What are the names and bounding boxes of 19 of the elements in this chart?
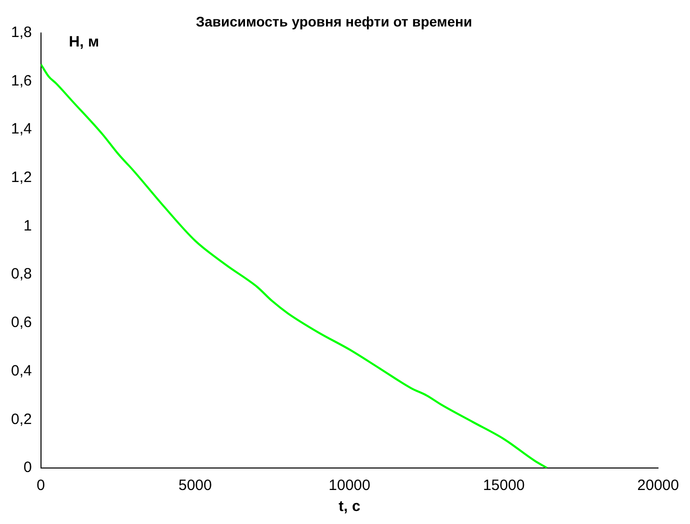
y-tick-label: 1,6 [10, 72, 32, 90]
x-tick-label: 15000 [482, 477, 525, 494]
chart-title: Зависимость уровня нефти от времени [196, 13, 472, 30]
y-tick-label: 0,8 [10, 266, 32, 283]
y-tick-label: 0,6 [10, 314, 32, 332]
x-tick-label: 10000 [328, 477, 370, 494]
y-tick-label: 1,2 [10, 169, 32, 186]
y-tick-label: 0 [24, 459, 32, 476]
x-axis-title: t, с [338, 498, 360, 516]
x-tick-label: 0 [36, 477, 46, 494]
x-tick-label: 5000 [178, 477, 212, 494]
y-tick-label: 1 [24, 217, 32, 234]
y-axis-title: H, м [68, 33, 100, 50]
y-tick-label: 0,2 [10, 410, 32, 428]
y-tick-label: 1,8 [10, 24, 32, 41]
y-tick-label: 1,4 [10, 120, 32, 138]
x-tick-label: 20000 [637, 477, 680, 494]
line-series [40, 63, 548, 468]
y-tick-label: 0,4 [10, 362, 32, 380]
